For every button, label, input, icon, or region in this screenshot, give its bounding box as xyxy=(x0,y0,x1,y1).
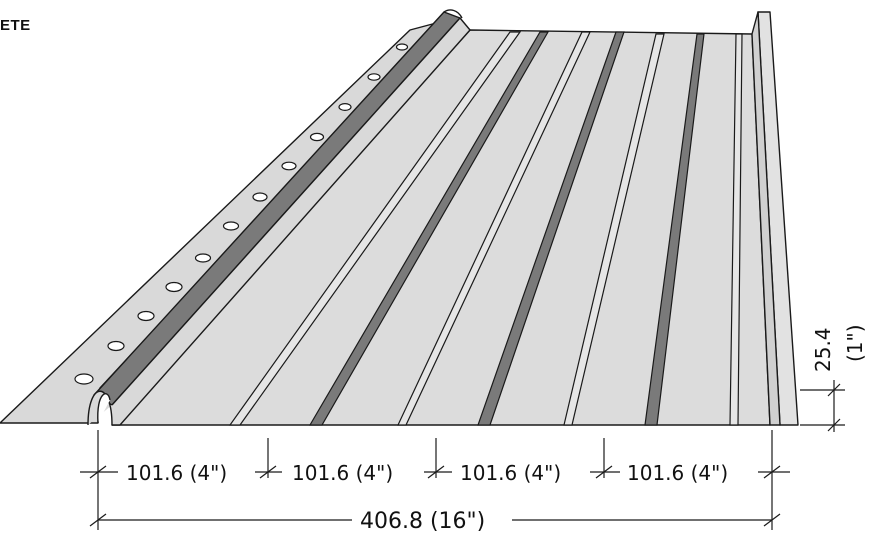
rib-height-mm-label: 25.4 xyxy=(811,327,835,372)
fastener-hole xyxy=(74,373,94,385)
major-ribs xyxy=(308,31,705,426)
minor-rib xyxy=(563,33,665,426)
minor-rib xyxy=(729,33,743,426)
minor-rib xyxy=(228,31,522,426)
minor-rib xyxy=(397,31,591,426)
fastener-hole xyxy=(107,340,125,352)
rib-spacing-label-1: 101.6 (4") xyxy=(126,461,227,485)
rib-height-in-label: (1") xyxy=(843,324,867,362)
fastener-hole xyxy=(194,253,212,263)
right-edge-face xyxy=(751,11,781,426)
major-rib xyxy=(477,31,625,426)
fastener-hole xyxy=(367,73,381,81)
major-rib xyxy=(308,31,550,426)
rib-spacing-label-2: 101.6 (4") xyxy=(292,461,393,485)
fastener-hole xyxy=(338,102,352,111)
dimension-lines xyxy=(80,380,845,530)
total-width-label: 406.8 (16") xyxy=(360,509,485,533)
minor-ribs xyxy=(228,31,743,426)
corner-label: ETE xyxy=(0,17,31,34)
fastener-hole xyxy=(281,161,297,171)
rib-spacing-label-3: 101.6 (4") xyxy=(460,461,561,485)
fastener-hole xyxy=(165,281,183,293)
left-seam-rib xyxy=(87,9,471,426)
fastener-hole xyxy=(222,221,240,231)
panel-body xyxy=(0,11,799,426)
fastener-holes xyxy=(74,43,409,385)
major-rib xyxy=(644,33,705,426)
fastener-hole xyxy=(309,132,325,142)
fastener-hole xyxy=(252,192,268,202)
fastener-hole xyxy=(395,43,409,51)
fastener-hole xyxy=(137,310,155,322)
rib-spacing-label-4: 101.6 (4") xyxy=(627,461,728,485)
